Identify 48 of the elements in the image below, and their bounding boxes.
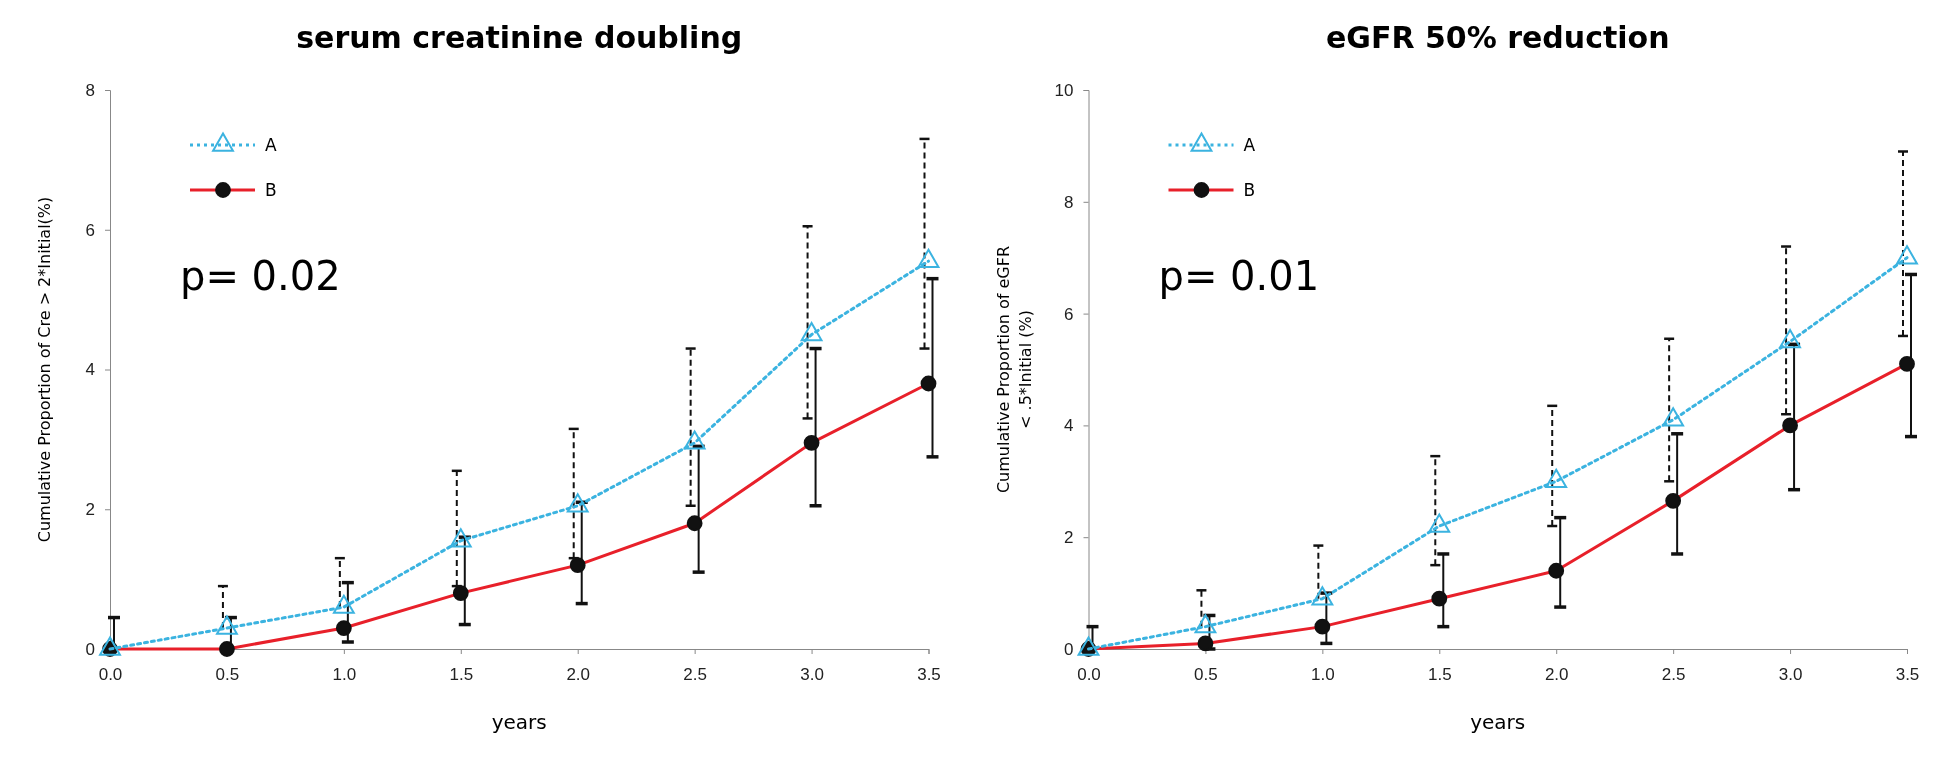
y-tick-label: 0 [1064, 639, 1074, 659]
x-axis-title: years [1470, 710, 1526, 734]
y-tick-label: 8 [85, 80, 95, 100]
point [1545, 468, 1568, 489]
y-tick-label: 2 [85, 500, 95, 520]
legend-label: A [265, 135, 277, 155]
x-tick-label: 3.5 [1895, 665, 1920, 685]
y-tick-label: 10 [1054, 80, 1074, 100]
point [1779, 329, 1801, 349]
annotation: p= 0.01 [1158, 253, 1320, 299]
x-tick-label: 1.0 [332, 665, 357, 685]
point [1662, 407, 1685, 427]
y-tick-label: 4 [85, 360, 95, 380]
point [800, 322, 823, 342]
x-tick-label: 2.0 [1544, 665, 1569, 685]
x-tick-label: 0.5 [215, 665, 240, 685]
point [683, 430, 706, 450]
y-tick-label: 6 [85, 220, 95, 240]
point [1896, 245, 1918, 265]
x-tick-label: 0.5 [1194, 665, 1218, 685]
x-tick-label: 3.0 [1778, 665, 1803, 685]
x-tick-label: 1.5 [449, 665, 474, 685]
x-tick-label: 1.5 [1427, 665, 1452, 685]
point [566, 493, 589, 513]
x-tick-label: 1.0 [1311, 665, 1335, 685]
legend-label: B [265, 180, 277, 200]
y-tick-label: 6 [1064, 304, 1074, 324]
chart-title: serum creatinine doubling [296, 20, 743, 55]
annotation: p= 0.02 [180, 253, 341, 299]
y-tick-label: 4 [1064, 416, 1074, 436]
x-tick-label: 3.5 [917, 665, 941, 685]
y-tick-label: 0 [85, 639, 95, 659]
point [449, 528, 472, 548]
y-tick-label: 2 [1064, 528, 1074, 548]
x-axis-title: years [491, 710, 547, 734]
chart-title: eGFR 50% reduction [1325, 20, 1670, 55]
x-tick-label: 2.5 [683, 665, 707, 685]
legend-label: A [1243, 135, 1256, 155]
y-tick-label: 8 [1064, 192, 1074, 212]
point [917, 248, 940, 268]
x-tick-label: 2.5 [1661, 665, 1686, 685]
x-tick-label: 2.0 [566, 665, 591, 685]
x-tick-label: 0.0 [98, 665, 123, 685]
legend-label: B [1243, 180, 1256, 200]
x-tick-label: 3.0 [800, 665, 824, 685]
x-tick-label: 0.0 [1077, 665, 1101, 685]
y-axis-title: Cumulative Proportion of Cre > 2*Initial(%) [35, 196, 54, 543]
y-axis-title: Cumulative Proportion of eGFR < .5*Initial (%) [993, 245, 1035, 494]
